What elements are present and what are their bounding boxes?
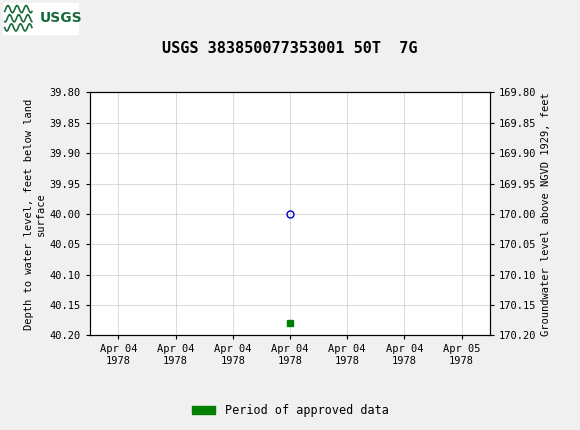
- Text: USGS 383850077353001 50T  7G: USGS 383850077353001 50T 7G: [162, 41, 418, 56]
- Y-axis label: Depth to water level, feet below land
surface: Depth to water level, feet below land su…: [24, 98, 45, 329]
- Text: USGS: USGS: [39, 11, 82, 25]
- Y-axis label: Groundwater level above NGVD 1929, feet: Groundwater level above NGVD 1929, feet: [541, 92, 551, 336]
- Legend: Period of approved data: Period of approved data: [187, 399, 393, 422]
- FancyBboxPatch shape: [3, 3, 78, 34]
